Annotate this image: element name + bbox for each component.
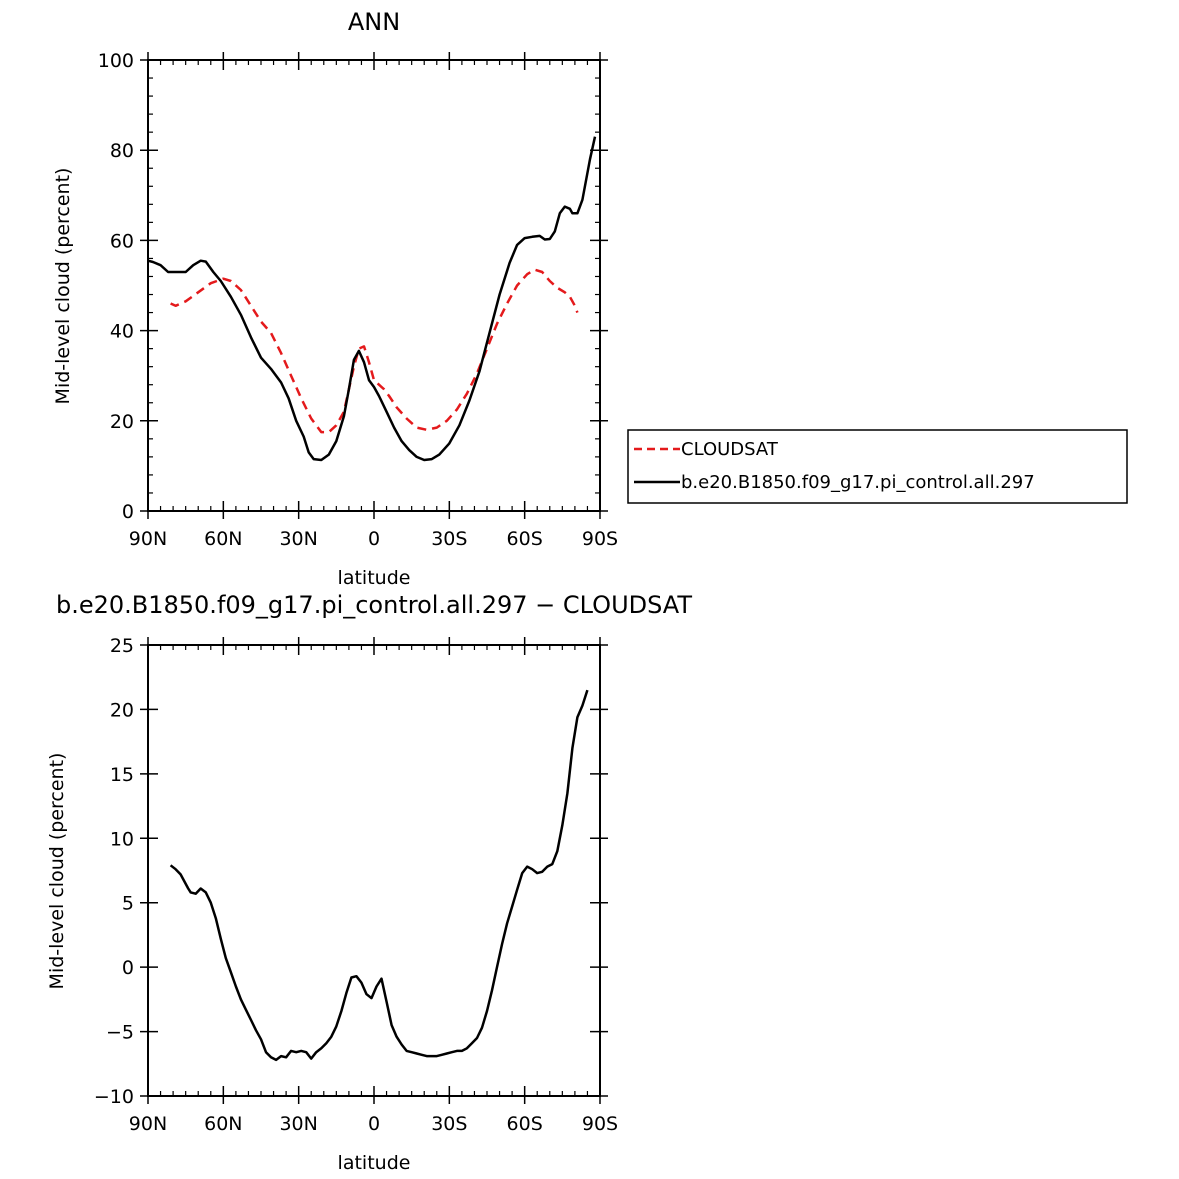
x-tick-label: 30N	[279, 1113, 317, 1135]
y-tick-label: −5	[106, 1022, 134, 1044]
top-x-axis-title: latitude	[338, 567, 411, 589]
x-tick-label: 60N	[204, 1113, 242, 1135]
bottom-y-axis-title: Mid-level cloud (percent)	[46, 753, 68, 990]
top-panel-title: ANN	[348, 8, 400, 36]
x-tick-label: 0	[368, 1113, 380, 1135]
series-line-cloudsat	[170, 268, 579, 434]
y-tick-label: 5	[122, 893, 134, 915]
x-tick-label: 60S	[507, 1113, 543, 1135]
x-tick-label: 90S	[582, 1113, 618, 1135]
y-tick-label: 60	[110, 230, 134, 252]
x-tick-label: 30N	[279, 528, 317, 550]
legend-label-cloudsat: CLOUDSAT	[681, 439, 779, 460]
x-tick-label: 60S	[507, 528, 543, 550]
top-plot-frame	[147, 59, 601, 512]
y-tick-label: 0	[122, 501, 134, 523]
legend-box	[627, 429, 1128, 504]
x-tick-label: 90S	[582, 528, 618, 550]
y-tick-label: 10	[110, 828, 134, 850]
y-tick-label: 100	[98, 50, 134, 72]
y-tick-label: 0	[122, 957, 134, 979]
series-line-model	[169, 689, 589, 1062]
bottom-panel: b.e20.B1850.f09_g17.pi_control.all.297 −…	[46, 591, 692, 1174]
bottom-x-axis-title: latitude	[338, 1152, 411, 1174]
series-line-model	[147, 136, 597, 462]
y-tick-label: −10	[94, 1086, 134, 1108]
legend-label-model: b.e20.B1850.f09_g17.pi_control.all.297	[681, 472, 1035, 493]
y-tick-label: 80	[110, 140, 134, 162]
legend: CLOUDSAT b.e20.B1850.f09_g17.pi_control.…	[627, 429, 1128, 504]
top-panel: ANN latitude Mid-level cloud (percent) 9…	[52, 8, 618, 589]
x-tick-label: 30S	[431, 1113, 467, 1135]
y-tick-label: 20	[110, 411, 134, 433]
x-tick-label: 90N	[129, 1113, 167, 1135]
top-y-axis-title: Mid-level cloud (percent)	[52, 168, 74, 405]
x-tick-label: 60N	[204, 528, 242, 550]
x-tick-label: 90N	[129, 528, 167, 550]
bottom-panel-title: b.e20.B1850.f09_g17.pi_control.all.297 −…	[56, 591, 692, 619]
y-tick-label: 20	[110, 699, 134, 721]
y-tick-label: 25	[110, 635, 134, 657]
y-tick-label: 40	[110, 321, 134, 343]
y-tick-label: 15	[110, 764, 134, 786]
x-tick-label: 0	[368, 528, 380, 550]
x-tick-label: 30S	[431, 528, 467, 550]
